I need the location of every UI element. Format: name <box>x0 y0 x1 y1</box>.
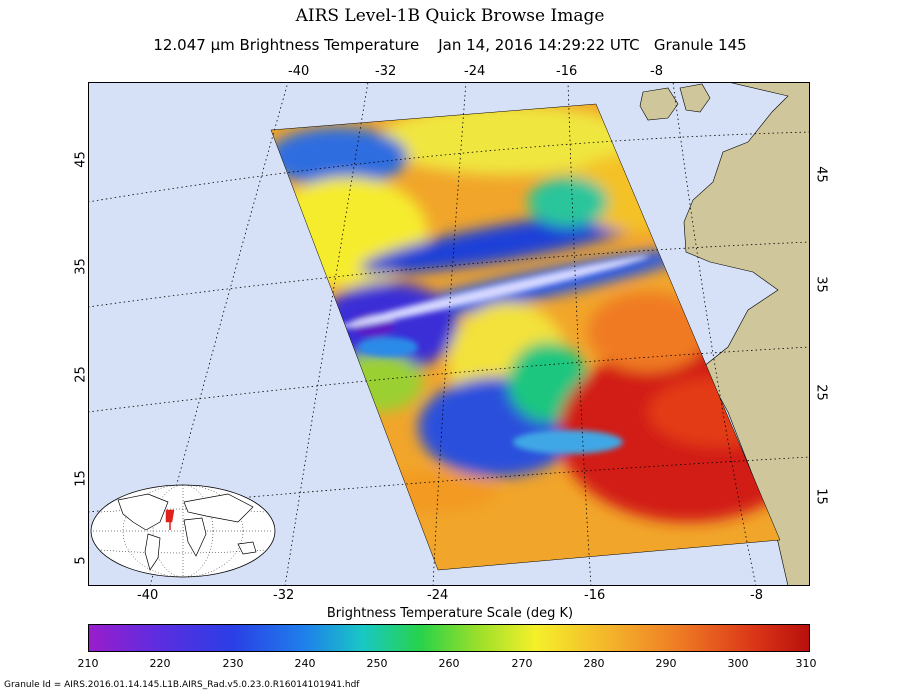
land-masses <box>639 82 810 586</box>
colorbar-tick: 210 <box>77 657 99 670</box>
top-lon-label: -40 <box>288 64 310 79</box>
lat-line-35 <box>88 241 810 308</box>
colorbar-tick: 270 <box>511 657 533 670</box>
colorbar-tick: 250 <box>366 657 388 670</box>
inset-australia <box>237 541 257 555</box>
europe-land <box>683 82 810 586</box>
left-lat-label: 5 <box>73 556 89 565</box>
colorbar-tick: 290 <box>655 657 677 670</box>
lon-line-16 <box>567 82 592 586</box>
map-border <box>88 82 810 586</box>
lat-line-45 <box>88 131 810 203</box>
temperature-colorbar <box>88 624 810 652</box>
inset-north-america <box>117 493 169 531</box>
bottom-lon-label: -32 <box>273 588 295 603</box>
colorbar-title: Brightness Temperature Scale (deg K) <box>326 606 574 621</box>
top-lon-label: -16 <box>556 64 578 79</box>
inset-granule-marker <box>165 509 175 523</box>
lat-line-25 <box>88 346 810 413</box>
left-lat-label: 15 <box>73 470 89 487</box>
bottom-lon-label: -40 <box>137 588 159 603</box>
colorbar-tick: 260 <box>438 657 460 670</box>
left-lat-label: 25 <box>73 366 89 383</box>
inset-africa <box>183 517 207 557</box>
lon-line-24 <box>432 82 467 586</box>
left-lat-label: 45 <box>73 151 89 168</box>
britain-land <box>679 83 711 113</box>
bottom-lon-label: -16 <box>584 588 606 603</box>
lat-line-15 <box>88 456 810 513</box>
right-lat-label: 25 <box>813 384 829 401</box>
bottom-lon-label: -8 <box>750 588 763 603</box>
left-lat-label: 35 <box>73 258 89 275</box>
ireland-land <box>639 87 679 121</box>
lon-line-8 <box>672 82 757 586</box>
map-subtitle: 12.047 μm Brightness Temperature Jan 14,… <box>153 36 747 54</box>
granule-id: Granule Id = AIRS.2016.01.14.145.L1B.AIR… <box>4 680 360 690</box>
world-inset-map <box>90 484 276 578</box>
colorbar-tick: 230 <box>222 657 244 670</box>
colorbar-tick: 240 <box>294 657 316 670</box>
top-lon-label: -32 <box>375 64 397 79</box>
top-lon-label: -8 <box>650 64 663 79</box>
colorbar-tick: 300 <box>727 657 749 670</box>
bottom-lon-label: -24 <box>427 588 449 603</box>
lon-line-32 <box>284 82 369 586</box>
inset-eurasia <box>183 493 254 523</box>
map-panel <box>88 82 810 586</box>
colorbar-tick: 220 <box>149 657 171 670</box>
map-title: AIRS Level-1B Quick Browse Image <box>295 6 605 26</box>
brightness-swath <box>271 104 780 570</box>
right-lat-label: 45 <box>813 166 829 183</box>
inset-south-america <box>144 533 161 571</box>
top-lon-label: -24 <box>464 64 486 79</box>
colorbar-tick: 310 <box>795 657 817 670</box>
colorbar-tick: 280 <box>583 657 605 670</box>
graticule-grid <box>88 82 810 586</box>
right-lat-label: 15 <box>813 488 829 505</box>
swath-outline <box>270 103 781 571</box>
right-lat-label: 35 <box>813 276 829 293</box>
